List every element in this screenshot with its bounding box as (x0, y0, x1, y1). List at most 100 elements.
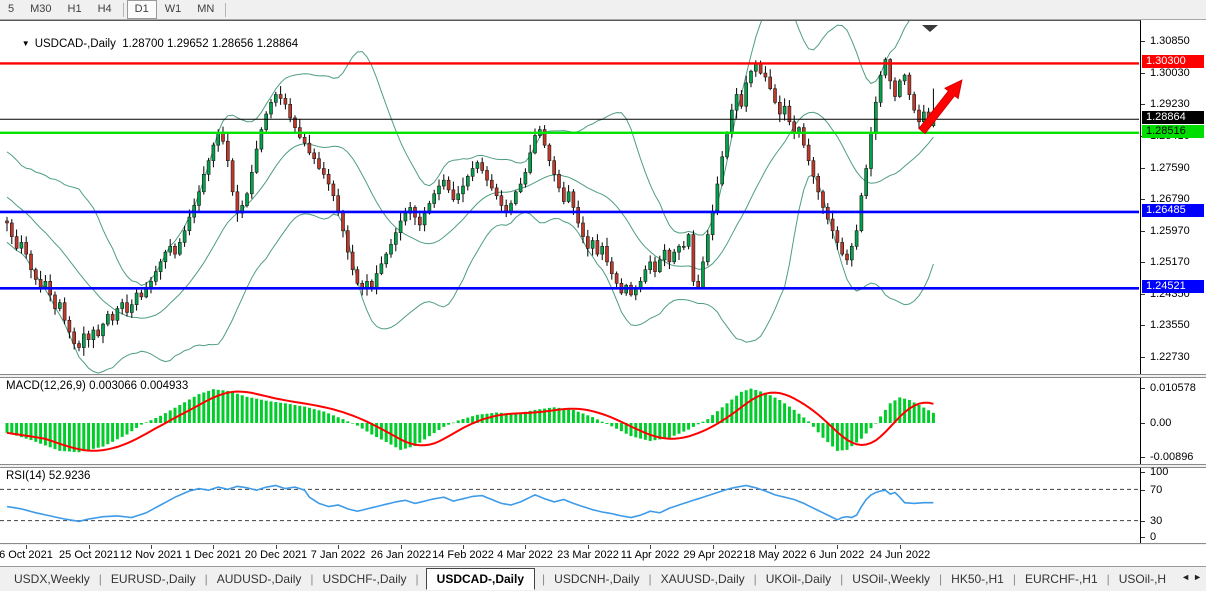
candle-body-down (777, 102, 782, 115)
tab-usdcad-daily[interactable]: USDCAD-,Daily (425, 568, 536, 590)
candle (33, 267, 38, 285)
pane-splitter[interactable] (0, 464, 1206, 468)
candle-body-up (710, 211, 715, 235)
macd-bar (658, 423, 662, 440)
candle-body-up (533, 135, 537, 154)
timeframe-button-5[interactable]: 5 (8, 3, 15, 15)
symbol-dropdown-icon[interactable]: ▼ (21, 39, 30, 48)
macd-bar (864, 423, 868, 434)
macd-bar (610, 423, 614, 427)
macd-bar (643, 423, 647, 440)
candle-body-down (96, 329, 100, 337)
price-axis-label: 1.25970 (1150, 225, 1190, 237)
date-label[interactable]: 6 Oct 2021 (0, 549, 53, 561)
chart-shift-marker-icon (922, 25, 938, 32)
candles-layer (5, 57, 936, 356)
main-chart-canvas[interactable] (0, 21, 1139, 375)
rsi-canvas[interactable] (0, 468, 1139, 543)
candle (499, 190, 504, 212)
date-tick (588, 545, 589, 549)
candle-body-down (485, 170, 489, 181)
tab-audusd-daily[interactable]: AUDUSD-,Daily (216, 572, 302, 586)
candle-body-up (749, 70, 753, 84)
date-label[interactable]: 29 Apr 2022 (683, 549, 743, 561)
tab-usdcnh-daily[interactable]: USDCNH-,Daily (554, 572, 640, 586)
date-label[interactable]: 12 Nov 2021 (119, 549, 183, 561)
macd-bar (408, 423, 412, 448)
candle-body-up (422, 212, 427, 226)
tab-usoil-weekly[interactable]: USOil-,Weekly (852, 572, 931, 586)
candle-body-down (835, 230, 840, 243)
candle (681, 241, 686, 251)
tab-usdchf-daily[interactable]: USDCHF-,Daily (322, 572, 407, 586)
candle (878, 71, 883, 107)
timeframe-button-D1[interactable]: D1 (126, 0, 157, 19)
macd-bar (927, 410, 931, 423)
date-label[interactable]: 6 Jun 2022 (809, 549, 865, 561)
date-label[interactable]: 25 Oct 2021 (59, 549, 119, 561)
date-label[interactable]: 1 Dec 2021 (184, 549, 242, 561)
date-tick (151, 545, 152, 549)
candle (600, 242, 605, 261)
macd-bar (749, 388, 753, 423)
macd-bar (509, 413, 513, 423)
macd-indicator-pane[interactable] (0, 378, 1141, 464)
date-label[interactable]: 11 Apr 2022 (620, 549, 680, 561)
candle (77, 340, 81, 352)
candle (86, 330, 91, 348)
main-chart-pane[interactable] (0, 20, 1141, 375)
date-axis[interactable]: 6 Oct 2021 25 Oct 2021 12 Nov 2021 1 Dec 20… (0, 545, 1206, 566)
date-label[interactable]: 14 Feb 2022 (432, 549, 494, 561)
tab-scroll-left-button[interactable]: ◄ (1181, 572, 1190, 582)
timeframe-button-W1[interactable]: W1 (164, 3, 182, 15)
pane-splitter[interactable] (0, 374, 1206, 378)
trend-arrow-annotation[interactable] (918, 79, 963, 135)
date-label[interactable]: 4 Mar 2022 (497, 549, 553, 561)
tab-usdx-weekly[interactable]: USDX,Weekly (14, 572, 90, 586)
timeframe-button-H4[interactable]: H4 (97, 3, 112, 15)
tab-xauusd-daily[interactable]: XAUUSD-,Daily (660, 572, 745, 586)
date-label[interactable]: 24 Jun 2022 (869, 549, 931, 561)
macd-bar (547, 407, 551, 423)
candle (134, 287, 139, 311)
candle-body-up (216, 133, 220, 146)
timeframe-button-H1[interactable]: H1 (67, 3, 82, 15)
macd-bar (567, 409, 571, 423)
timeframe-button-M30[interactable]: M30 (30, 3, 52, 15)
candle (403, 207, 408, 226)
timeframe-button-MN[interactable]: MN (197, 3, 215, 15)
candle (739, 90, 744, 109)
macd-bar (245, 396, 249, 423)
macd-bar (29, 423, 33, 441)
date-label[interactable]: 20 Dec 2021 (244, 549, 308, 561)
tab-scroll-right-button[interactable]: ► (1193, 572, 1202, 582)
macd-axis-label: 0.00 (1150, 417, 1172, 429)
macd-canvas[interactable] (0, 378, 1139, 464)
macd-bar (101, 423, 105, 447)
tab-ukoil-daily[interactable]: UKOil-,Daily (765, 572, 832, 586)
date-label[interactable]: 26 Jan 2022 (370, 549, 432, 561)
macd-bar (346, 421, 350, 423)
macd-bar (163, 413, 167, 423)
macd-bar (413, 423, 417, 446)
tab-separator: | (98, 572, 102, 586)
date-label[interactable]: 23 Mar 2022 (557, 549, 619, 561)
tab-eurusd-daily[interactable]: EURUSD-,Daily (110, 572, 196, 586)
macd-bar (903, 398, 907, 423)
tab-usoil-h[interactable]: USOil-,H (1118, 572, 1167, 586)
candle-body-down (5, 220, 9, 224)
macd-bar (149, 420, 153, 423)
candle (374, 265, 379, 295)
tab-hk50-h1[interactable]: HK50-,H1 (951, 572, 1004, 586)
tab-eurchf-h1[interactable]: EURCHF-,H1 (1024, 572, 1098, 586)
macd-bar (106, 423, 110, 445)
candle (221, 126, 225, 145)
rsi-indicator-pane[interactable] (0, 468, 1141, 543)
date-label[interactable]: 7 Jan 2022 (310, 549, 366, 561)
macd-bar (888, 403, 892, 423)
macd-axis-label-tick (1141, 423, 1145, 424)
candle-body-down (893, 80, 897, 97)
candle-body-up (662, 249, 667, 261)
date-label[interactable]: 18 May 2022 (743, 549, 807, 561)
candle-body-down (773, 88, 777, 103)
